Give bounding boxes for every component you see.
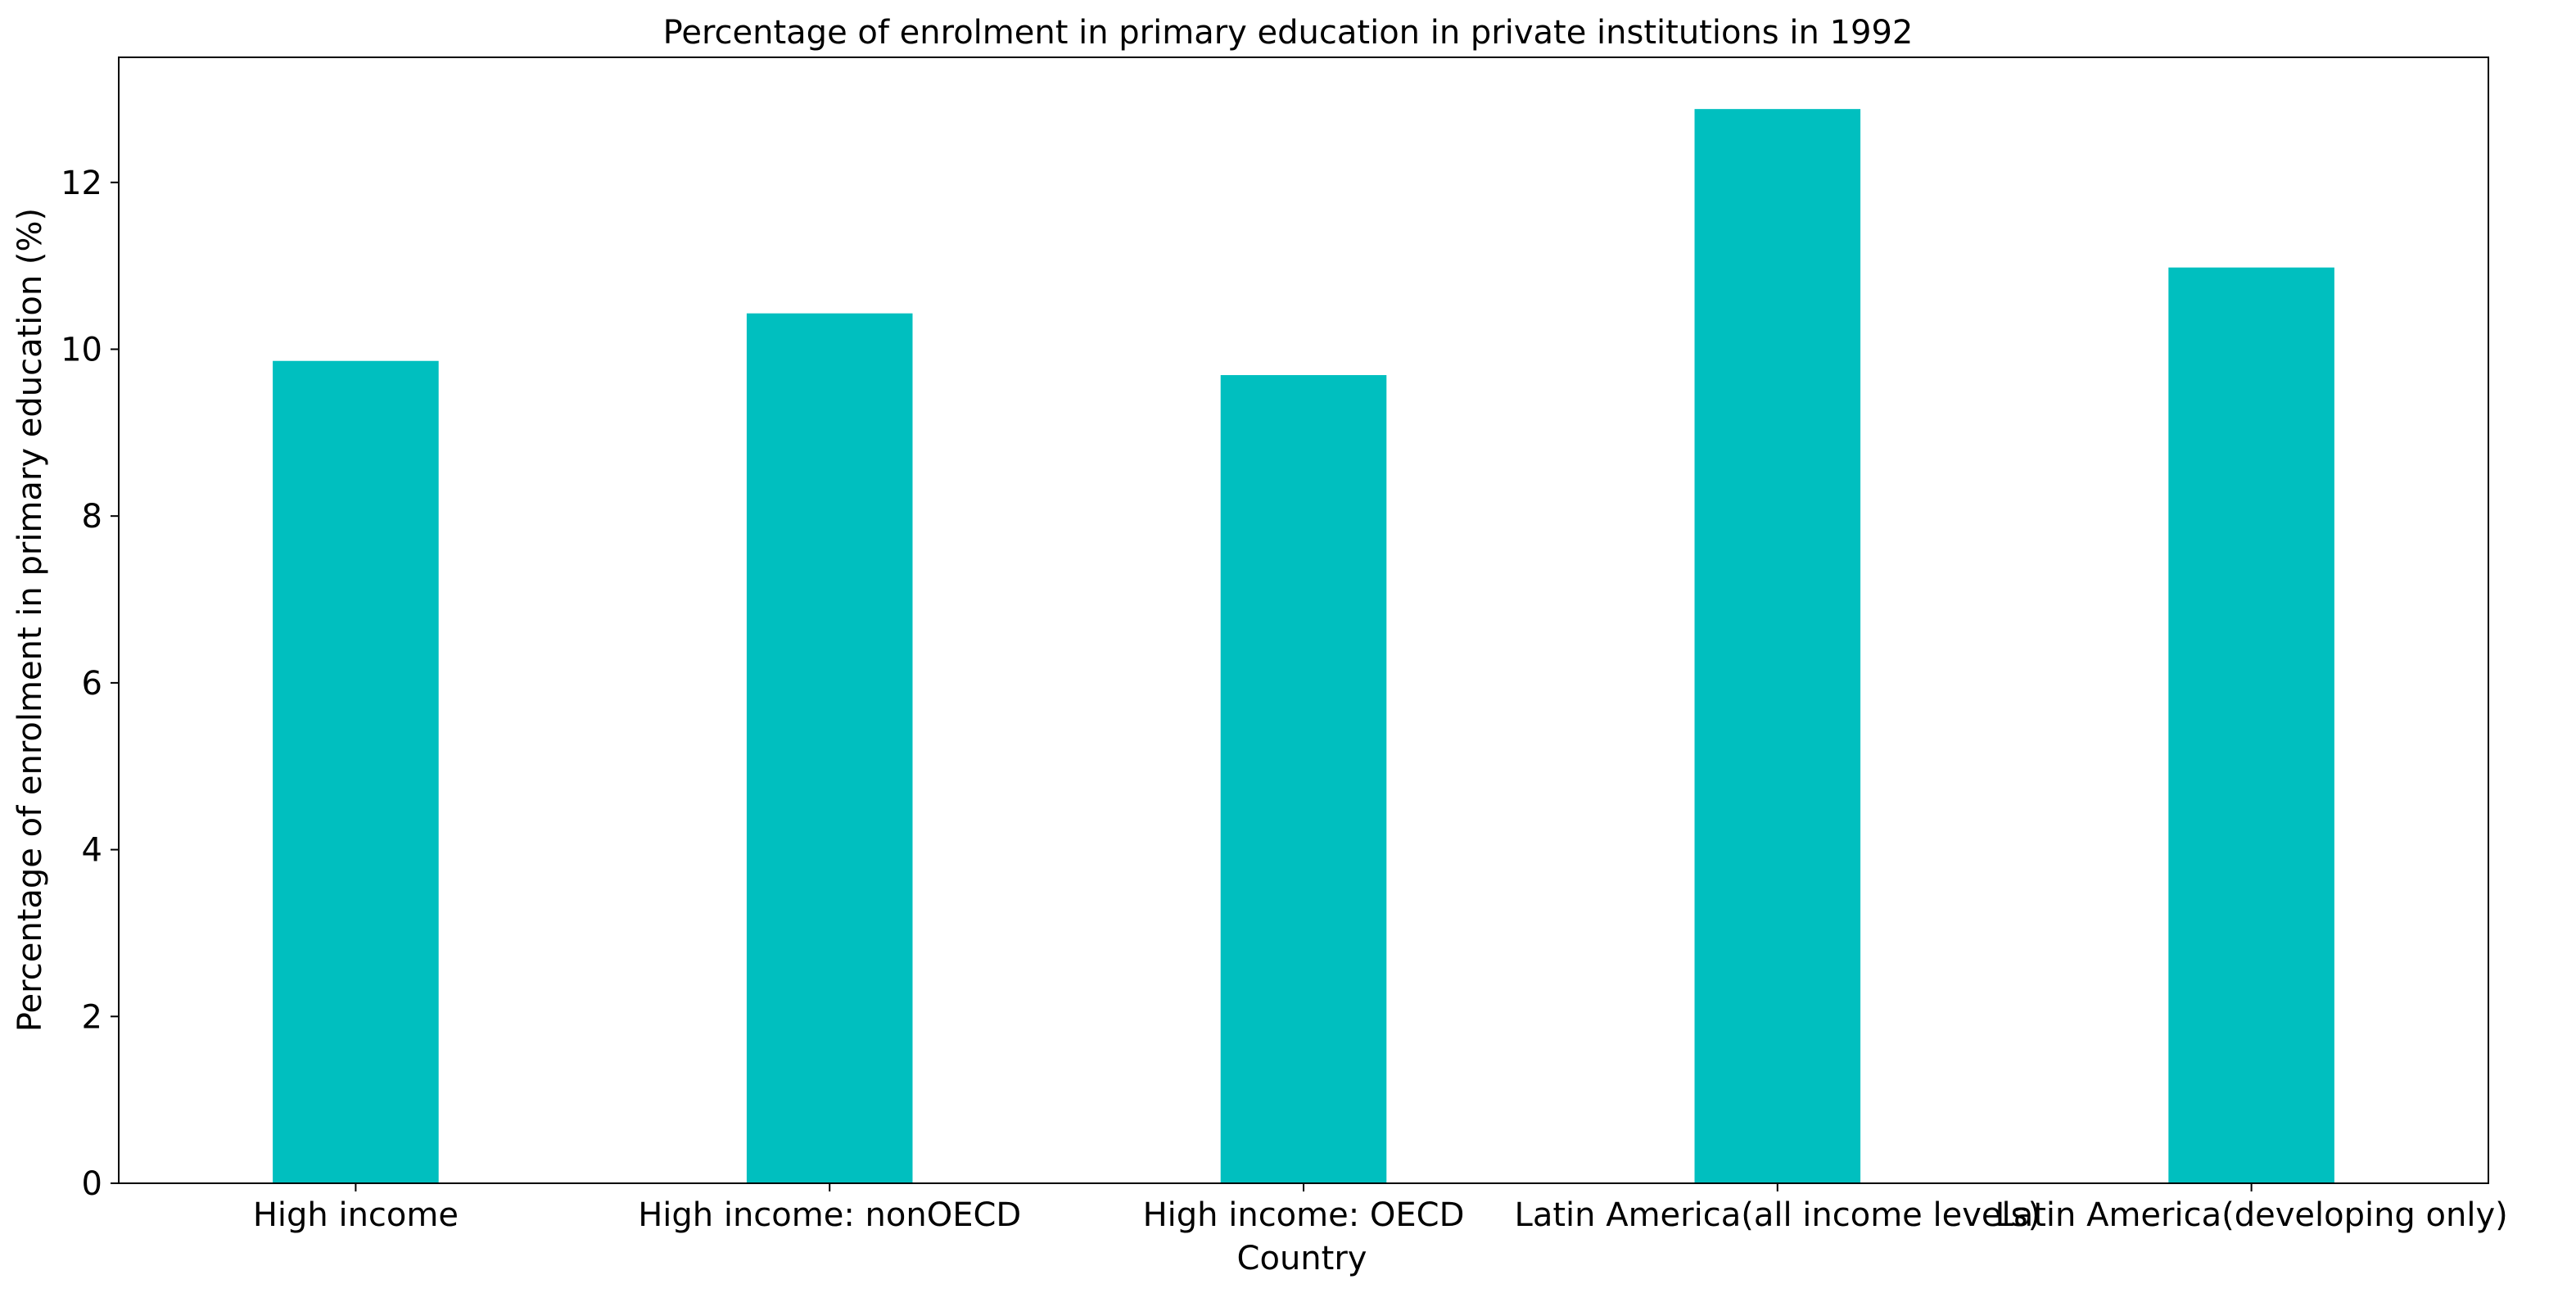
y-tick-label-4: 8: [82, 498, 102, 536]
y-tick-label-0: 0: [82, 1165, 102, 1203]
chart-title: Percentage of enrolment in primary educa…: [663, 14, 1914, 52]
y-axis-label: Percentage of enrolment in primary educa…: [11, 208, 49, 1032]
x-axis-label: Country: [1237, 1240, 1367, 1277]
bar-4: [2168, 267, 2334, 1184]
y-tick-label-5: 10: [61, 331, 102, 368]
x-tick-label-1: High income: nonOECD: [638, 1196, 1021, 1234]
y-tick-label-1: 2: [82, 998, 102, 1036]
y-tick-label-6: 12: [61, 165, 102, 202]
x-tick-label-4: Latin America(developing only): [1995, 1196, 2507, 1234]
bars-layer: [273, 109, 2334, 1184]
y-tick-label-3: 6: [82, 665, 102, 703]
x-tick-label-0: High income: [253, 1196, 459, 1234]
x-tick-label-2: High income: OECD: [1143, 1196, 1465, 1234]
x-tick-label-3: Latin America(all income levels): [1515, 1196, 2041, 1234]
y-axis: 0 2 4 6 8 10 12: [61, 165, 119, 1203]
y-tick-label-2: 4: [82, 832, 102, 870]
bar-0: [273, 360, 439, 1184]
bar-2: [1220, 375, 1387, 1183]
x-axis: High income High income: nonOECD High inco…: [253, 1183, 2508, 1234]
bar-1: [746, 313, 913, 1183]
bar-3: [1694, 109, 1861, 1183]
